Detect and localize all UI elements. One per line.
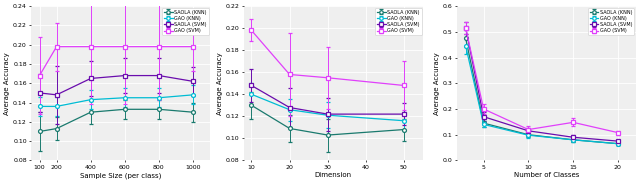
X-axis label: Number of Classes: Number of Classes xyxy=(513,172,579,178)
Legend: SAOLA (KNN), GAO (KNN), SAOLA (SVM), GAO (SVM): SAOLA (KNN), GAO (KNN), SAOLA (SVM), GAO… xyxy=(588,8,634,35)
X-axis label: Dimension: Dimension xyxy=(315,172,352,178)
Y-axis label: Average Accuracy: Average Accuracy xyxy=(217,52,223,115)
Legend: SAOLA (KNN), GAO (KNN), SAOLA (SVM), GAO (SVM): SAOLA (KNN), GAO (KNN), SAOLA (SVM), GAO… xyxy=(375,8,422,35)
Legend: SAOLA (KNN), GAO (KNN), SAOLA (SVM), GAO (SVM): SAOLA (KNN), GAO (KNN), SAOLA (SVM), GAO… xyxy=(162,8,209,35)
X-axis label: Sample Size (per class): Sample Size (per class) xyxy=(80,172,161,179)
Y-axis label: Average Accuracy: Average Accuracy xyxy=(4,52,10,115)
Y-axis label: Average Accuracy: Average Accuracy xyxy=(434,52,440,115)
